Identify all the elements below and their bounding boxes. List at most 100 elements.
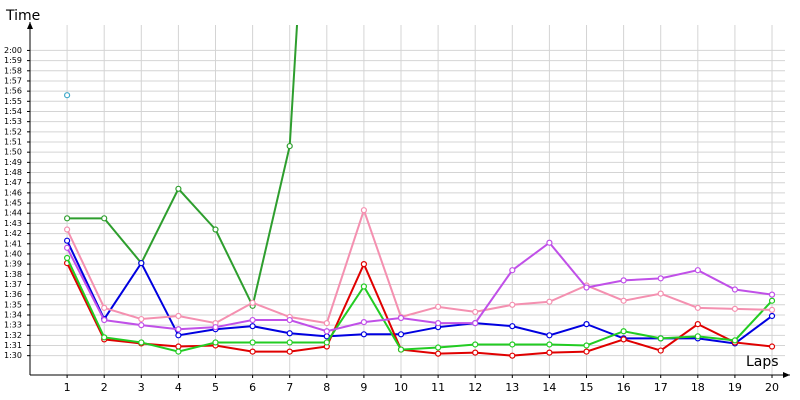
data-point xyxy=(583,342,590,349)
y-tick-label: 1:42 xyxy=(4,229,22,238)
y-tick-label: 1:41 xyxy=(4,239,22,248)
y-tick-label: 2:00 xyxy=(4,46,22,55)
data-point xyxy=(694,267,701,274)
y-tick-label: 1:40 xyxy=(4,249,22,258)
y-tick-label: 1:44 xyxy=(4,209,22,218)
data-point xyxy=(212,226,219,233)
data-point xyxy=(175,348,182,355)
data-point xyxy=(286,348,293,355)
y-axis-arrow xyxy=(27,22,33,29)
data-point xyxy=(731,286,739,293)
x-tick-label: 11 xyxy=(431,381,445,394)
data-point xyxy=(175,343,182,350)
y-tick-label: 1:59 xyxy=(4,56,22,65)
data-point xyxy=(323,339,330,346)
data-point xyxy=(435,344,442,351)
data-point xyxy=(583,321,590,328)
data-point xyxy=(397,346,405,353)
data-point xyxy=(64,237,71,244)
x-tick-label: 17 xyxy=(654,381,668,394)
data-point xyxy=(64,215,71,222)
x-tick-label: 4 xyxy=(175,381,182,394)
grid xyxy=(30,25,785,375)
data-point xyxy=(249,348,256,355)
y-tick-label: 1:47 xyxy=(4,178,22,187)
y-tick-label: 1:34 xyxy=(4,310,22,319)
data-point xyxy=(546,349,553,356)
data-point xyxy=(360,283,368,290)
data-point xyxy=(175,312,182,320)
y-tick-label: 1:55 xyxy=(4,97,22,106)
data-point xyxy=(323,320,330,327)
x-tick-label: 12 xyxy=(468,381,482,394)
data-point xyxy=(435,350,442,357)
y-tick-label: 1:46 xyxy=(4,188,22,197)
data-point xyxy=(768,312,776,320)
x-tick-label: 6 xyxy=(249,381,256,394)
series-line xyxy=(66,257,773,353)
y-tick-label: 1:58 xyxy=(4,66,22,75)
data-point xyxy=(657,347,664,354)
data-point xyxy=(583,284,590,291)
y-tick-label: 1:38 xyxy=(4,270,22,279)
data-point xyxy=(175,185,182,192)
y-tick-label: 1:36 xyxy=(4,290,22,299)
y-tick-label: 1:51 xyxy=(4,138,22,147)
data-point xyxy=(323,328,330,335)
data-point xyxy=(509,341,516,348)
data-point xyxy=(64,254,71,262)
data-point xyxy=(768,343,776,350)
data-point xyxy=(286,316,293,324)
x-tick-label: 20 xyxy=(765,381,779,394)
data-point xyxy=(657,335,664,342)
data-point xyxy=(397,314,405,322)
data-point xyxy=(138,315,145,323)
data-point xyxy=(101,316,108,324)
data-point xyxy=(768,297,776,304)
y-tick-label: 1:56 xyxy=(4,87,22,96)
x-axis-label: Laps xyxy=(746,354,779,370)
y-tick-label: 1:52 xyxy=(4,127,22,136)
data-point xyxy=(249,299,256,306)
data-point xyxy=(657,275,664,282)
data-point xyxy=(731,337,739,344)
y-tick-label: 1:54 xyxy=(4,107,22,116)
data-point xyxy=(249,323,256,330)
data-point xyxy=(620,328,627,335)
data-point xyxy=(175,332,182,339)
data-point xyxy=(620,336,627,343)
data-point xyxy=(546,298,553,305)
x-tick-label: 3 xyxy=(138,381,145,394)
y-tick-label: 1:30 xyxy=(4,351,22,360)
series-line xyxy=(66,241,773,333)
data-point xyxy=(101,334,108,341)
data-point xyxy=(472,308,479,316)
data-point xyxy=(657,290,664,297)
x-tick-label: 10 xyxy=(394,381,408,394)
data-point xyxy=(286,339,293,346)
data-point xyxy=(694,333,701,340)
x-tick-label: 13 xyxy=(505,381,519,394)
x-axis-arrow xyxy=(783,372,790,378)
data-point xyxy=(546,239,553,246)
x-tick-label: 2 xyxy=(101,381,108,394)
series-line xyxy=(67,25,299,309)
data-point xyxy=(101,304,108,311)
data-point xyxy=(435,303,442,310)
data-point xyxy=(694,304,701,311)
data-point xyxy=(249,316,256,324)
data-point xyxy=(360,318,368,326)
data-point xyxy=(509,352,516,359)
data-point xyxy=(64,226,71,233)
data-point xyxy=(768,306,776,313)
data-point xyxy=(509,301,516,308)
data-point xyxy=(620,277,627,284)
data-point xyxy=(472,320,479,327)
data-point xyxy=(731,305,739,312)
y-tick-label: 1:31 xyxy=(4,341,22,350)
y-tick-label: 1:53 xyxy=(4,117,22,126)
y-tick-label: 1:33 xyxy=(4,321,22,330)
series-line xyxy=(66,207,773,325)
y-tick-label: 1:39 xyxy=(4,260,22,269)
